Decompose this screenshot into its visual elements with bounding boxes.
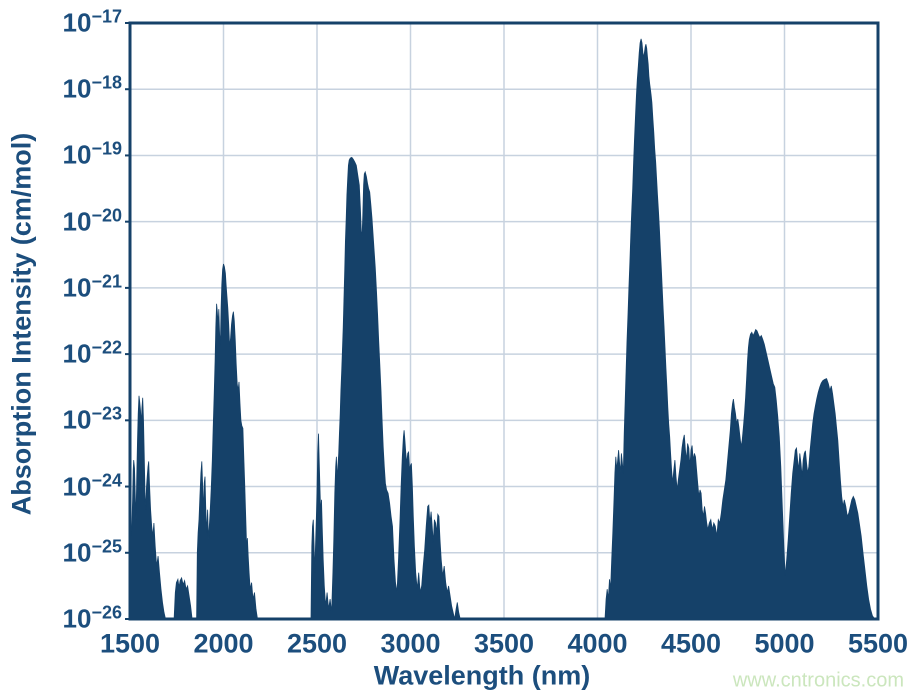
x-tick-label: 5000 — [754, 628, 815, 659]
x-tick-label: 2000 — [193, 628, 254, 659]
x-tick-label: 3000 — [380, 628, 441, 659]
watermark: www.cntronics.com — [732, 669, 904, 692]
y-tick-label: 10−25 — [62, 536, 122, 568]
plot-frame — [128, 21, 880, 621]
y-tick-label: 10−24 — [62, 470, 122, 502]
y-tick-label: 10−18 — [62, 72, 122, 104]
y-tick-label: 10−26 — [62, 602, 122, 634]
y-tick-label: 10−19 — [62, 139, 122, 171]
x-tick-label: 2500 — [286, 628, 348, 659]
x-tick-label: 1500 — [99, 628, 161, 659]
y-tick-label: 10−20 — [62, 205, 122, 237]
y-tick-label: 10−17 — [62, 6, 122, 38]
y-tick-label: 10−21 — [62, 271, 122, 303]
x-tick-label: 3500 — [473, 628, 535, 659]
y-axis-title: Absorption Intensity (cm/mol) — [6, 132, 37, 516]
y-tick-label: 10−22 — [62, 337, 122, 369]
y-tick-label: 10−23 — [62, 404, 122, 435]
x-tick-label: 5500 — [847, 628, 909, 659]
x-tick-label: 4500 — [660, 628, 722, 659]
x-tick-label: 4000 — [567, 628, 628, 659]
absorption-area-series — [129, 38, 878, 620]
x-axis-title: Wavelength (nm) — [373, 660, 591, 691]
